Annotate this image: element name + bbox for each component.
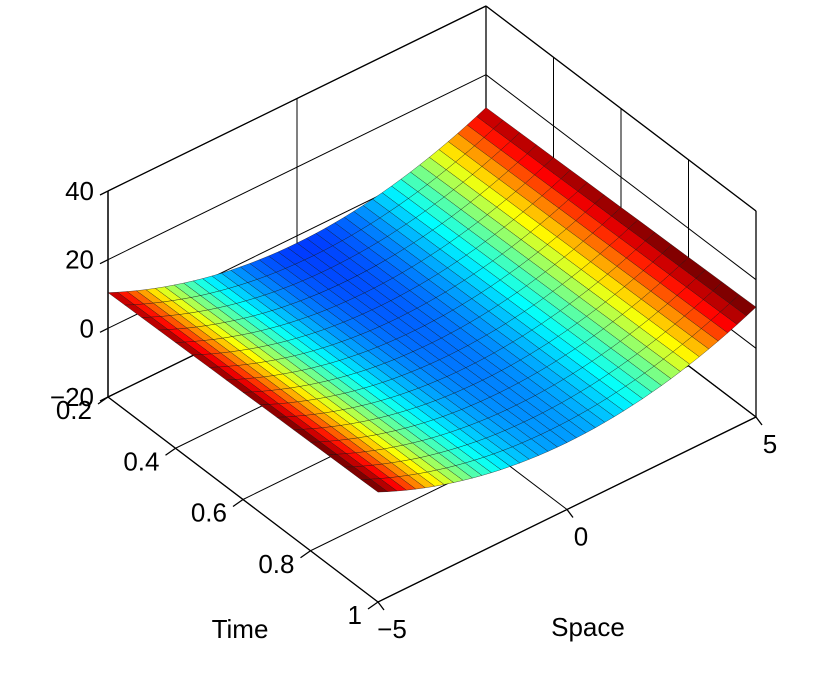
space-tick-label: 5 [763,429,777,459]
y-axis-title: Time [212,614,269,644]
space-tick-mark [755,416,763,426]
time-tick-mark [232,498,244,508]
z-tick-label: 20 [65,245,94,275]
z-tick-mark [99,327,109,333]
surface-mesh [107,107,757,493]
z-tick-mark [99,259,109,265]
time-tick-label: 0.2 [56,395,92,425]
z-tick-mark [99,190,109,196]
back-wall-z-grid [107,74,487,261]
surface-patch [360,478,389,493]
time-tick-mark [300,550,311,559]
space-tick-label: −5 [377,614,407,644]
space-tick-label: 0 [574,522,588,552]
z-tick-label: 40 [65,176,94,206]
space-tick-mark [377,601,385,611]
space-tick-mark [566,509,574,518]
z-tick-label: −20 [50,382,94,412]
axis-ticks: −20 0 20 40 0.2 0.4 0.6 0.8 1 −5 0 5 [50,176,777,644]
time-tick-label: 0.6 [191,498,227,528]
time-tick-label: 0.4 [123,446,159,476]
time-tick-label: 0.8 [258,549,294,579]
time-tick-mark [165,447,176,456]
time-tick-mark [367,601,379,610]
time-tick-mark [97,396,109,405]
x-axis-title: Space [551,612,625,642]
z-tick-label: 0 [80,313,94,343]
time-tick-label: 1 [348,600,362,630]
back-wall-z-grid [107,5,487,192]
